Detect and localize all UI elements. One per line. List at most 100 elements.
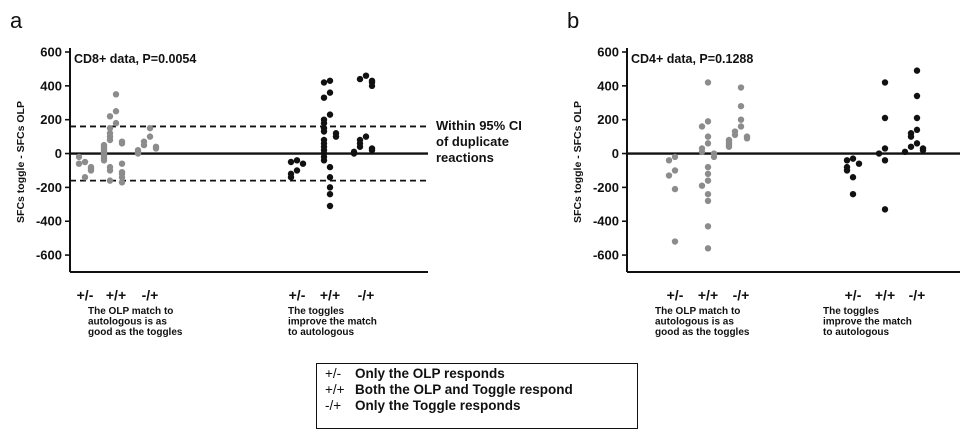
y-tick-label: 200 [597,112,619,127]
data-point [671,238,679,245]
group-caption: The toggles [823,306,880,317]
data-point [106,113,114,120]
data-point [919,146,927,154]
data-point [356,75,364,83]
data-point [75,160,83,167]
data-point [881,145,889,152]
data-point [698,182,706,189]
data-point [855,160,863,167]
chart-title: CD8+ data, P=0.0054 [74,52,196,66]
legend-row: +/- Only the OLP responds [325,366,637,382]
data-point [881,157,889,164]
data-point [320,94,328,101]
y-tick-label: 0 [55,146,62,161]
data-point [704,245,712,252]
category-label: +/+ [875,287,895,303]
y-tick-label: -200 [36,180,62,195]
data-point [350,150,358,157]
data-point [737,84,745,91]
data-point [140,141,148,149]
y-tick-label: -400 [593,214,619,229]
data-point [362,72,370,79]
legend-text: Only the Toggle responds [355,398,521,413]
data-point [146,124,154,132]
data-point [737,102,745,110]
data-point [112,91,120,98]
data-point [704,118,712,125]
ci-note: Within 95% CI [436,118,522,133]
data-point [81,158,89,166]
data-point [332,133,340,140]
data-point [326,174,334,181]
group-caption: good as the toggles [655,327,750,338]
category-label: -/+ [358,287,375,303]
data-point [100,157,108,164]
legend-key: -/+ [325,398,342,413]
data-point [849,155,857,162]
data-point [737,116,745,123]
data-point [118,179,126,186]
y-tick-label: 0 [612,146,619,161]
data-point [737,123,745,130]
data-point [134,150,142,157]
data-point [704,79,712,86]
category-label: -/+ [909,287,926,303]
group-caption: to autologous [823,327,890,338]
data-point [881,206,889,213]
data-point [843,157,851,164]
category-label: -/+ [733,287,750,303]
data-point [299,160,307,167]
legend-row: +/+ Both the OLP and Toggle respond [325,382,637,398]
data-point [849,174,857,181]
data-point [907,133,915,140]
y-tick-label: -400 [36,214,62,229]
group-caption: good as the toggles [88,327,183,338]
data-point [293,167,301,174]
category-label: +/- [289,287,306,303]
panel-a: a -600 -400 -200 0 200 400 600 CD8+ data, P=0.00… [10,8,522,338]
category-label: +/+ [698,287,718,303]
data-point [293,157,301,164]
legend-box: +/- Only the OLP responds +/+ Both the OLP… [316,363,638,429]
y-tick-label: -600 [36,248,62,263]
data-point [287,158,295,166]
legend-text: Only the OLP responds [355,366,505,381]
legend-key: +/+ [325,382,345,397]
group-caption: to autologous [288,327,355,338]
data-point [326,190,334,198]
data-point [368,82,376,90]
data-point [907,143,915,150]
data-point [326,89,334,96]
data-point [704,170,712,178]
data-point [671,167,679,174]
data-point [704,140,712,147]
data-point [704,197,712,205]
legend-row: -/+ Only the Toggle responds [325,398,637,414]
data-point [881,114,889,122]
data-point [913,140,921,147]
data-point [87,167,95,174]
group-caption: The OLP match to [655,306,740,317]
data-point [731,131,739,139]
y-tick-label: -600 [593,248,619,263]
data-point [287,174,295,181]
y-axis-label: SFCs toggle - SFCs OLP [15,101,27,223]
data-point [704,190,712,198]
y-tick-label: 600 [40,45,62,60]
data-point [112,108,120,115]
data-point [710,153,718,161]
data-point [704,133,712,140]
data-point [75,153,83,161]
data-point [881,79,889,86]
panel-label: a [10,8,23,33]
legend-key: +/- [325,366,342,381]
data-point [320,128,328,135]
group-caption: improve the match [823,317,912,328]
data-point [671,185,679,193]
panel-label: b [567,8,579,33]
panel-b: b -600 -400 -200 0 200 400 600 CD4+ data, P=0.12… [567,8,960,338]
data-point [118,160,126,167]
group-caption: autologous is as [88,317,167,328]
data-point [106,167,114,174]
